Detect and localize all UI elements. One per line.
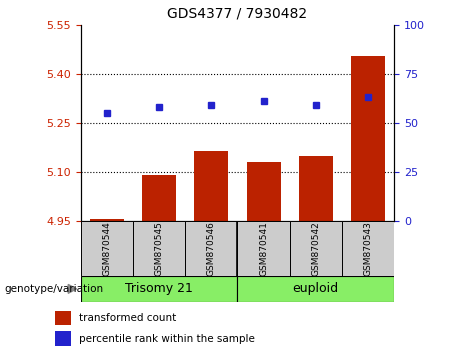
Text: transformed count: transformed count xyxy=(79,313,176,323)
Bar xyxy=(81,221,133,276)
Bar xyxy=(247,162,280,221)
Bar xyxy=(195,151,228,221)
Title: GDS4377 / 7930482: GDS4377 / 7930482 xyxy=(167,7,307,21)
Bar xyxy=(142,175,176,221)
Text: GSM870546: GSM870546 xyxy=(207,221,216,276)
Bar xyxy=(133,221,185,276)
Text: GSM870545: GSM870545 xyxy=(154,221,164,276)
Bar xyxy=(185,221,237,276)
Bar xyxy=(351,56,385,221)
Bar xyxy=(55,331,71,346)
Text: genotype/variation: genotype/variation xyxy=(5,284,104,294)
Bar xyxy=(237,276,394,302)
Text: GSM870543: GSM870543 xyxy=(364,221,372,276)
Text: GSM870544: GSM870544 xyxy=(102,221,111,276)
Text: percentile rank within the sample: percentile rank within the sample xyxy=(79,334,255,344)
Text: Trisomy 21: Trisomy 21 xyxy=(125,282,193,295)
Bar xyxy=(299,156,333,221)
Bar xyxy=(237,221,290,276)
Bar xyxy=(55,311,71,325)
Text: GSM870541: GSM870541 xyxy=(259,221,268,276)
Bar xyxy=(81,276,237,302)
Text: euploid: euploid xyxy=(293,282,339,295)
Bar xyxy=(90,219,124,221)
FancyArrow shape xyxy=(68,285,77,293)
Bar xyxy=(342,221,394,276)
Bar xyxy=(290,221,342,276)
Text: GSM870542: GSM870542 xyxy=(311,221,320,276)
